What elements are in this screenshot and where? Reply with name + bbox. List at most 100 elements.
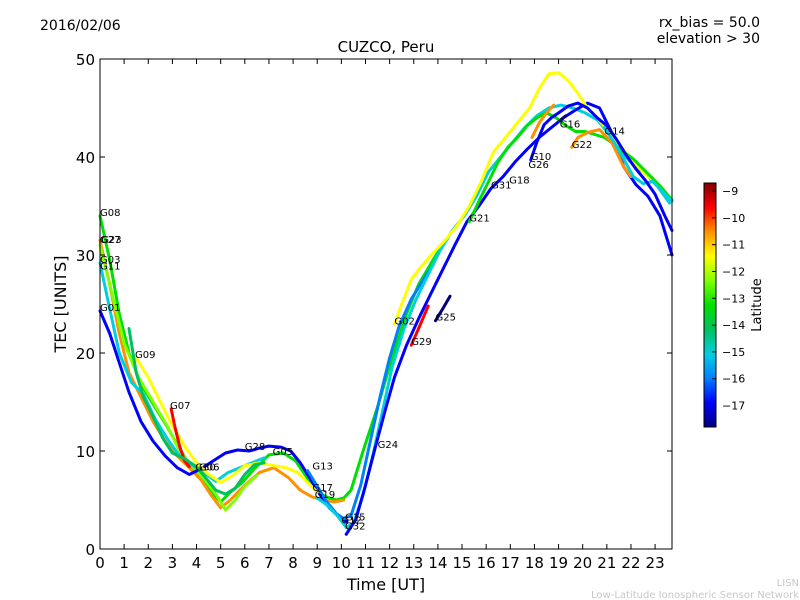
satellite-label: G27 bbox=[100, 235, 120, 246]
colorbar-tick-label: −12 bbox=[722, 265, 745, 278]
colorbar-tick-label: −16 bbox=[722, 373, 745, 386]
x-tick-label: 9 bbox=[312, 554, 322, 572]
x-tick-label: 6 bbox=[240, 554, 250, 572]
satellite-label: G26 bbox=[528, 160, 548, 171]
x-tick-label: 1 bbox=[119, 554, 129, 572]
plot-frame bbox=[99, 58, 673, 550]
y-tick-label: 40 bbox=[76, 149, 95, 167]
x-tick-label: 14 bbox=[428, 554, 447, 572]
x-tick-label: 8 bbox=[288, 554, 298, 572]
tec-series-5 bbox=[134, 356, 319, 494]
x-tick-label: 23 bbox=[646, 554, 665, 572]
colorbar-tick-label: −13 bbox=[722, 292, 745, 305]
tec-series-8 bbox=[306, 263, 435, 521]
colorbar-label: Latitude bbox=[750, 278, 765, 332]
colorbar: −9 −10 −11 −12 −13 −14 −15 −16 −17 Latitude bbox=[703, 182, 765, 428]
colorbar-tick-label: −11 bbox=[722, 239, 745, 252]
tec-series-18 bbox=[558, 114, 568, 123]
tec-series-12 bbox=[409, 304, 430, 347]
satellite-label: G23 bbox=[101, 235, 121, 246]
colorbar-tick-label: −10 bbox=[722, 212, 745, 225]
x-tick-label: 11 bbox=[356, 554, 375, 572]
x-tick-label: 21 bbox=[597, 554, 616, 572]
footer-network: Low-Latitude Ionospheric Sensor Network bbox=[591, 590, 799, 600]
satellite-label: G19 bbox=[315, 490, 335, 501]
satellite-label: G16 bbox=[560, 120, 580, 131]
colorbar-tick-label: −17 bbox=[722, 400, 745, 413]
satellite-label: G08 bbox=[100, 208, 120, 219]
satellite-label: G28 bbox=[245, 442, 265, 453]
satellite-label: G15 bbox=[345, 513, 365, 524]
colorbar-tick-label: −14 bbox=[722, 319, 745, 332]
satellite-label: G18 bbox=[509, 176, 529, 187]
satellite-label: G11 bbox=[100, 262, 120, 273]
y-tick-label: 30 bbox=[76, 247, 95, 265]
satellite-label: G29 bbox=[411, 337, 431, 348]
satellite-label: G21 bbox=[469, 214, 489, 225]
satellite-label: G09 bbox=[135, 350, 155, 361]
x-tick-label: 7 bbox=[264, 554, 274, 572]
x-tick-label: 4 bbox=[192, 554, 202, 572]
series-layer bbox=[98, 71, 674, 536]
x-axis: 0 1 2 3 4 5 6 7 8 9 10 11 12 13 14 15 16 17 18 19 20 21 22 23 bbox=[95, 59, 665, 572]
satellite-label: G13 bbox=[312, 462, 332, 473]
x-tick-label: 22 bbox=[621, 554, 640, 572]
x-tick-label: 10 bbox=[332, 554, 351, 572]
x-tick-label: 19 bbox=[549, 554, 568, 572]
colorbar-gradient bbox=[703, 182, 717, 428]
colorbar-tick-label: −9 bbox=[722, 185, 738, 198]
satellite-label: G22 bbox=[572, 140, 592, 151]
tec-series-19 bbox=[530, 103, 556, 139]
tec-series-17 bbox=[529, 101, 674, 232]
satellite-label: G25 bbox=[436, 313, 456, 324]
x-tick-label: 5 bbox=[216, 554, 226, 572]
y-tick-label: 10 bbox=[76, 443, 95, 461]
x-tick-label: 15 bbox=[452, 554, 471, 572]
satellite-label: G07 bbox=[170, 401, 190, 412]
x-tick-label: 2 bbox=[143, 554, 153, 572]
tec-series-13 bbox=[434, 294, 452, 323]
satellite-label: G12 bbox=[341, 516, 361, 527]
satellite-label: G02 bbox=[394, 317, 414, 328]
colorbar-ticks: −9 −10 −11 −12 −13 −14 −15 −16 −17 bbox=[712, 185, 745, 413]
satellite-label: G14 bbox=[604, 127, 624, 138]
tec-series-6 bbox=[169, 407, 191, 469]
satellite-label: G32 bbox=[345, 521, 365, 532]
satellite-label: G10 bbox=[531, 152, 551, 163]
footer-lisn: LISN bbox=[777, 578, 799, 589]
satellite-label: G03 bbox=[100, 255, 120, 266]
y-axis-label: TEC [UNITS] bbox=[51, 256, 70, 354]
rx-bias-label: rx_bias = 50.0 bbox=[659, 15, 760, 31]
x-axis-label: Time [UT] bbox=[346, 575, 425, 594]
tec-series-7 bbox=[127, 327, 266, 496]
x-tick-label: 12 bbox=[380, 554, 399, 572]
x-tick-label: 16 bbox=[477, 554, 496, 572]
satellite-label: G30 bbox=[195, 463, 215, 474]
satellite-label: G05 bbox=[273, 447, 293, 458]
satellite-label: G31 bbox=[491, 180, 511, 191]
x-tick-label: 17 bbox=[501, 554, 520, 572]
x-tick-label: 18 bbox=[525, 554, 544, 572]
colorbar-tick-label: −15 bbox=[722, 346, 745, 359]
tec-series-16 bbox=[602, 126, 674, 203]
y-tick-label: 0 bbox=[85, 541, 95, 559]
elevation-label: elevation > 30 bbox=[657, 31, 760, 47]
y-tick-label: 20 bbox=[76, 345, 95, 363]
y-axis: 0 10 20 30 40 50 bbox=[76, 51, 672, 559]
tec-series-3 bbox=[98, 261, 266, 483]
x-tick-label: 20 bbox=[573, 554, 592, 572]
satellite-label: G01 bbox=[100, 303, 120, 314]
tec-series-14 bbox=[467, 111, 674, 224]
date-label: 2016/02/06 bbox=[40, 18, 121, 34]
x-tick-label: 0 bbox=[95, 554, 105, 572]
x-tick-label: 13 bbox=[404, 554, 423, 572]
satellite-label: G24 bbox=[378, 440, 398, 451]
x-tick-label: 3 bbox=[168, 554, 178, 572]
satellite-label: G06 bbox=[199, 463, 219, 474]
chart-title: CUZCO, Peru bbox=[338, 38, 435, 56]
tec-series-4 bbox=[98, 309, 348, 524]
y-tick-label: 50 bbox=[76, 51, 95, 69]
satellite-label: G17 bbox=[312, 483, 332, 494]
